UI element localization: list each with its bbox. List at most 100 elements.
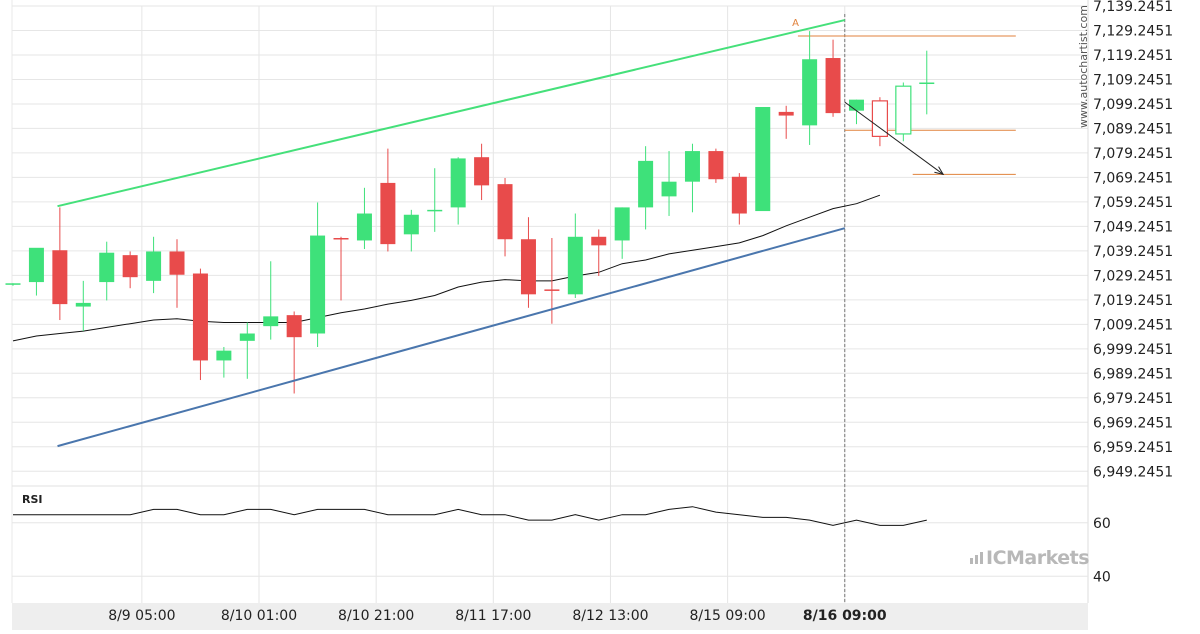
candle: [216, 346, 232, 378]
price-tick-label: 6,949.2451: [1093, 464, 1173, 480]
candle-body: [825, 58, 841, 114]
time-tick-label: 8/15 09:00: [689, 608, 765, 624]
brand-text: ICMarkets: [986, 547, 1089, 569]
candle-body: [497, 184, 513, 240]
price-tick-label: 7,129.2451: [1093, 23, 1173, 39]
candle: [75, 280, 91, 332]
candle: [802, 31, 818, 145]
candle: [403, 209, 419, 252]
candle-body: [99, 252, 115, 283]
candle: [520, 217, 536, 308]
rsi-label: RSI: [22, 493, 43, 506]
candle: [380, 148, 396, 252]
price-tick-label: 7,099.2451: [1093, 97, 1173, 113]
price-tick-label: 7,059.2451: [1093, 195, 1173, 211]
logo-bar: [970, 558, 973, 564]
price-tick-label: 7,039.2451: [1093, 244, 1173, 260]
upper-channel-line: [57, 19, 845, 208]
price-tick-label: 7,079.2451: [1093, 146, 1173, 162]
price-tick-label: 7,089.2451: [1093, 121, 1173, 137]
candle: [427, 168, 443, 232]
candle-body: [755, 106, 771, 212]
candle: [497, 178, 513, 257]
candle: [638, 146, 654, 230]
candle-body: [28, 247, 44, 283]
projection-arrow-line: [844, 101, 944, 175]
candle: [169, 239, 185, 308]
candle: [263, 261, 279, 340]
icmarkets-logo: ICMarkets: [970, 547, 1090, 569]
rsi-tick-label: 60: [1093, 516, 1111, 532]
candle: [356, 187, 372, 250]
candle-body: [895, 85, 912, 135]
candle-body: [591, 236, 607, 246]
candle: [52, 207, 68, 321]
candle: [919, 50, 935, 115]
rsi-panel: RSI: [13, 493, 927, 526]
projection-arrow-head: [934, 166, 945, 176]
candle: [871, 97, 889, 147]
candle-body: [169, 251, 185, 275]
candle-body: [192, 273, 208, 361]
time-tick-label: 8/16 09:00: [803, 608, 887, 624]
rsi-line: [13, 506, 927, 526]
candle-body: [520, 239, 536, 295]
candle: [895, 82, 912, 142]
candle: [146, 236, 162, 294]
candle-body: [731, 176, 747, 214]
candle-body: [380, 182, 396, 245]
price-tick-label: 6,979.2451: [1093, 391, 1173, 407]
candle-layer: [5, 31, 935, 394]
candle-body: [567, 236, 583, 295]
candle: [122, 251, 138, 289]
moving-average-line: [12, 194, 881, 342]
candle-body: [427, 209, 443, 212]
candle: [28, 247, 44, 296]
price-tick-label: 6,959.2451: [1093, 440, 1173, 456]
candle: [684, 143, 700, 213]
price-tick-label: 7,049.2451: [1093, 219, 1173, 235]
candle-body: [638, 160, 654, 208]
candle-body: [356, 213, 372, 241]
pattern-marker-label: A: [792, 18, 799, 29]
time-tick-label: 8/12 13:00: [572, 608, 648, 624]
logo-bar: [980, 552, 983, 564]
candle: [99, 241, 115, 301]
rsi-tick-label: 40: [1093, 569, 1111, 585]
candle-body: [286, 315, 302, 338]
candle: [661, 151, 677, 216]
price-tick-label: 6,989.2451: [1093, 366, 1173, 382]
candle-body: [802, 59, 818, 126]
price-tick-label: 7,109.2451: [1093, 72, 1173, 88]
candle: [708, 148, 724, 183]
candle-body: [52, 250, 68, 305]
candle-body: [614, 207, 630, 241]
time-tick-label: 8/11 17:00: [455, 608, 531, 624]
time-tick-label: 8/10 21:00: [338, 608, 414, 624]
candle-body: [450, 158, 466, 208]
candle-body: [684, 151, 700, 182]
candle: [848, 99, 864, 125]
candle-body: [263, 316, 279, 327]
candle: [474, 143, 490, 201]
price-tick-label: 7,029.2451: [1093, 268, 1173, 284]
candle-body: [708, 151, 724, 180]
candle: [567, 213, 583, 298]
candle-body: [474, 157, 490, 186]
candle: [755, 106, 771, 212]
lower-channel-line: [57, 227, 846, 448]
candle-body: [310, 235, 326, 334]
logo-bar: [975, 555, 978, 564]
time-axis-strip: [12, 603, 1088, 630]
candle-body: [75, 302, 91, 307]
candle: [239, 322, 255, 379]
overlay-front-layer: A: [57, 18, 945, 448]
candle-body: [871, 100, 889, 137]
candle: [192, 268, 208, 381]
candle-body: [146, 251, 162, 281]
candle: [825, 39, 841, 117]
candle: [333, 236, 349, 301]
time-tick-label: 8/10 01:00: [221, 608, 297, 624]
